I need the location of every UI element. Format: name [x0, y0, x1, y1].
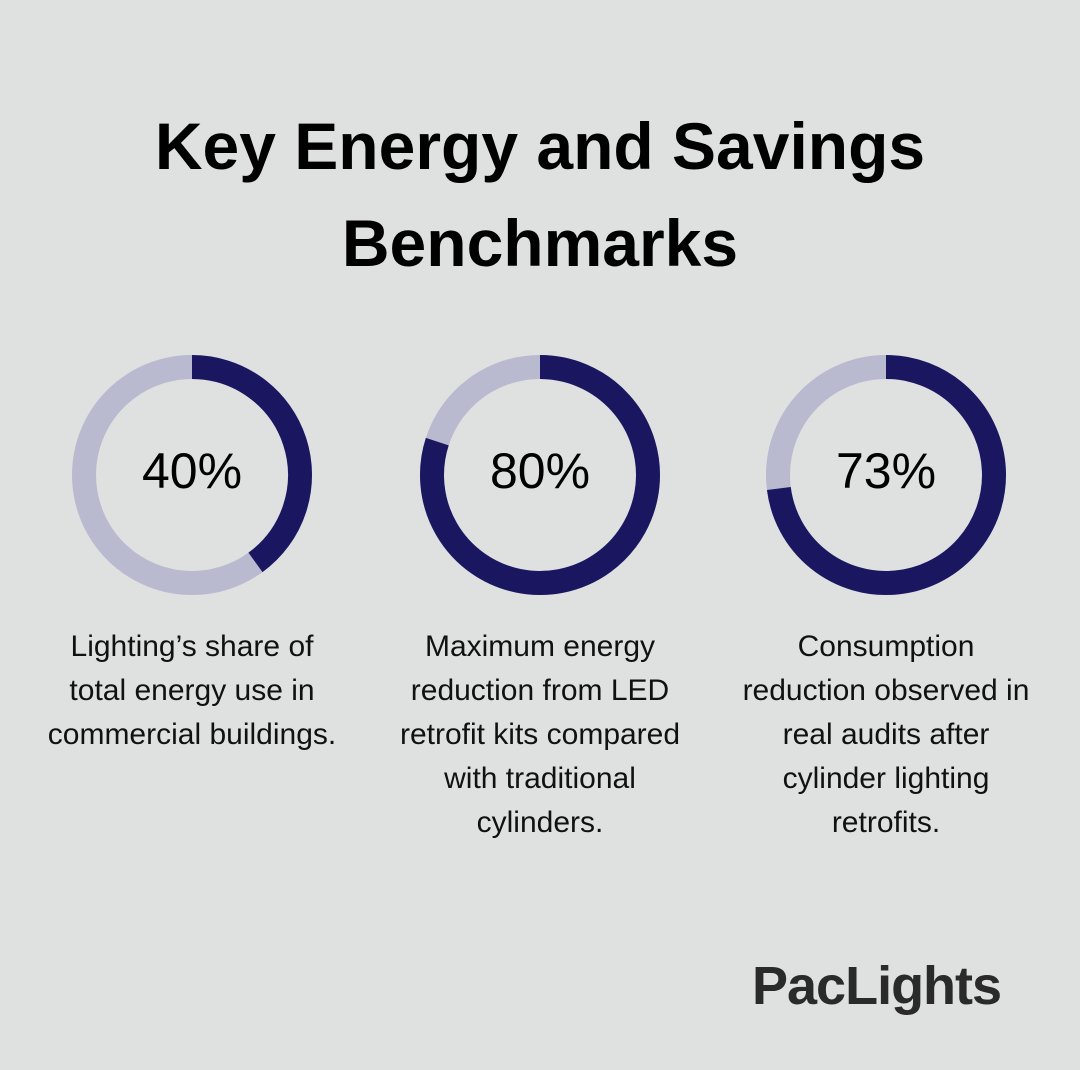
chart-title: Key Energy and Savings Benchmarks: [154, 109, 926, 280]
donut-arc: [420, 355, 660, 595]
description: Maximum energy reduction from LED retrof…: [399, 630, 681, 839]
description: Consumption reduction observed in real a…: [742, 630, 1030, 839]
value-label: 73%: [836, 443, 936, 499]
value-label: 40%: [142, 443, 242, 499]
donut-arc: [191, 355, 312, 573]
value-label: 80%: [490, 443, 590, 499]
description: Lighting’s share of total energy use in …: [47, 630, 337, 751]
brand-logo: PacLights: [752, 956, 1002, 1016]
donut-arc: [766, 355, 1006, 595]
